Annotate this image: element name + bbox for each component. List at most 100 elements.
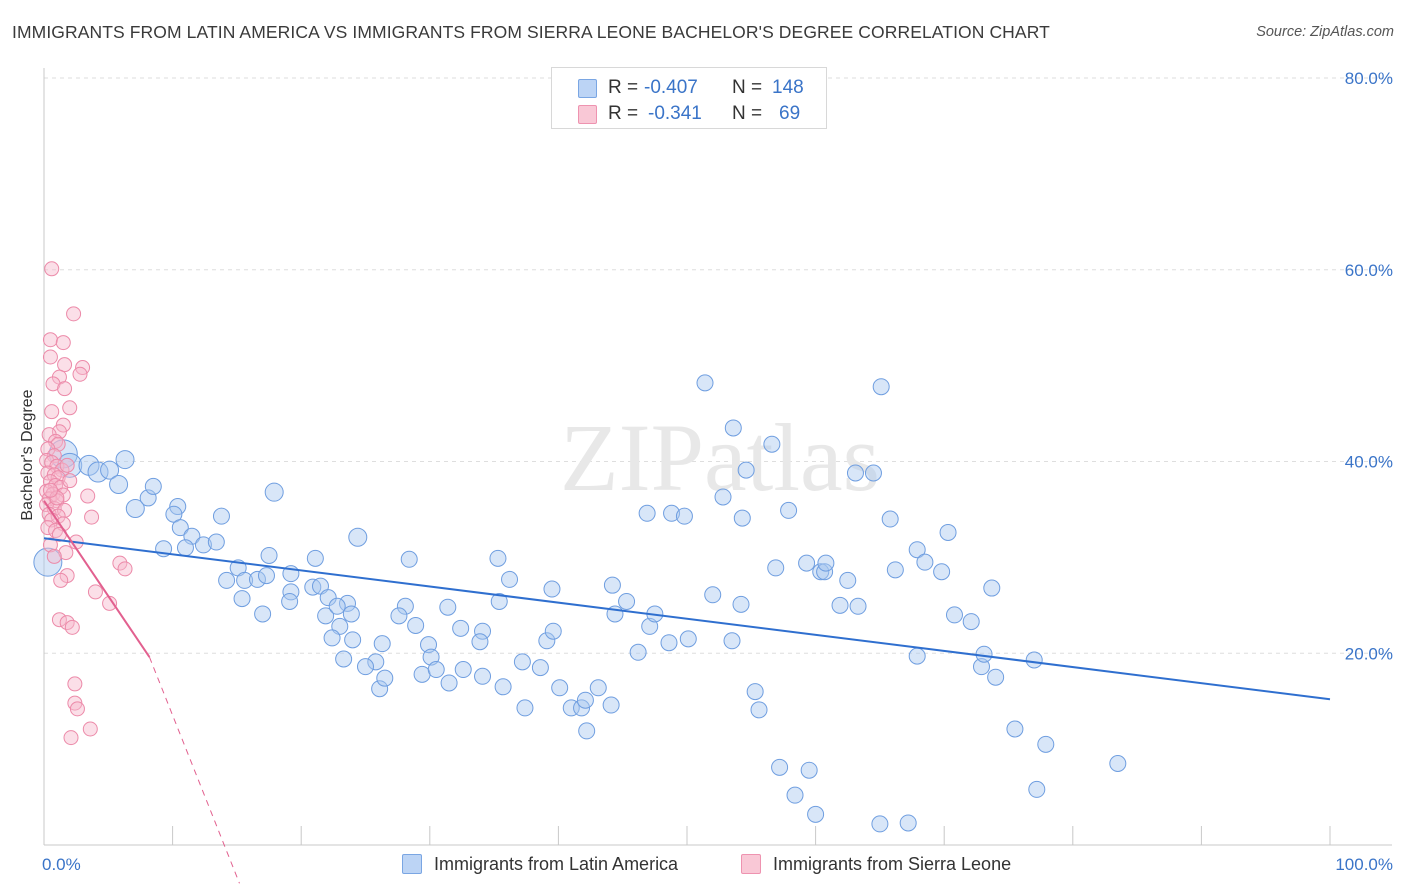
data-point-latin-america (516, 699, 534, 717)
data-point-latin-america (420, 636, 438, 654)
n-value: 69 (779, 103, 801, 124)
data-point-latin-america (531, 659, 549, 677)
data-point-sierra-leone (57, 381, 73, 397)
x-tick-label: 0.0% (42, 855, 81, 874)
data-point-latin-america (812, 563, 830, 581)
data-point-latin-america (427, 661, 445, 679)
data-point-latin-america (328, 597, 346, 615)
data-point-latin-america (800, 761, 818, 779)
data-point-latin-america (319, 589, 337, 607)
data-point-latin-america (945, 606, 963, 624)
data-point-latin-america (207, 533, 225, 551)
data-point-latin-america (679, 630, 697, 648)
data-point-sierra-leone (82, 721, 98, 737)
y-tick-label: 40.0% (1345, 453, 1393, 472)
data-point-latin-america (194, 536, 212, 554)
data-point-latin-america (439, 598, 457, 616)
data-point-latin-america (317, 607, 335, 625)
data-point-latin-america (109, 475, 129, 495)
data-point-latin-america (899, 814, 917, 832)
pink-swatch (741, 854, 761, 874)
data-point-latin-america (544, 622, 562, 640)
data-point-latin-america (881, 510, 899, 528)
data-point-sierra-leone (42, 349, 58, 365)
data-point-latin-america (254, 605, 272, 623)
data-point-latin-america (864, 464, 882, 482)
trendline-latin-america (43, 537, 1331, 701)
data-point-latin-america (886, 561, 904, 579)
n-label: N = (732, 103, 763, 124)
y-axis-title: Bachelor's Degree (19, 389, 36, 521)
data-point-latin-america (233, 590, 251, 608)
series-latin-america (33, 374, 1127, 833)
r-value: -0.341 (648, 103, 702, 124)
x-tick-labels: 0.0% 100.0% (42, 855, 1393, 874)
data-point-latin-america (494, 678, 512, 696)
data-point-latin-america (236, 571, 254, 589)
data-point-latin-america (100, 460, 120, 480)
pink-swatch (578, 104, 597, 124)
correlation-stats: R = -0.407 N = 148 R = -0.341 N = 69 (551, 67, 827, 129)
x-tick-label: 100.0% (1335, 855, 1393, 874)
data-point-latin-america (342, 605, 360, 623)
grid-lines (44, 77, 1392, 654)
data-point-latin-america (1028, 780, 1046, 798)
data-point-sierra-leone (112, 555, 128, 571)
data-point-latin-america (367, 653, 385, 671)
data-point-sierra-leone (44, 261, 60, 277)
data-point-latin-america (390, 607, 408, 625)
data-point-sierra-leone (117, 561, 133, 577)
legend-item-latin-america[interactable]: Immigrants from Latin America (402, 852, 678, 876)
data-point-latin-america (348, 527, 368, 547)
data-point-latin-america (817, 554, 835, 572)
data-point-sierra-leone (62, 473, 78, 489)
data-point-latin-america (440, 674, 458, 692)
data-point-latin-america (839, 571, 857, 589)
data-point-latin-america (724, 419, 742, 437)
axes (43, 68, 1392, 846)
data-point-latin-america (335, 650, 353, 668)
data-point-sierra-leone (87, 584, 103, 600)
y-tick-label: 60.0% (1345, 261, 1393, 280)
data-point-sierra-leone (80, 488, 96, 504)
data-point-latin-america (33, 547, 63, 577)
data-point-latin-america (115, 450, 135, 470)
data-point-latin-america (125, 498, 145, 518)
data-point-latin-america (660, 634, 678, 652)
data-point-latin-america (763, 435, 781, 453)
data-point-latin-america (908, 647, 926, 665)
blue-swatch (578, 78, 597, 98)
trendline-sierra-leone (43, 500, 151, 658)
data-point-latin-america (306, 549, 324, 567)
blue-swatch (402, 854, 422, 874)
data-point-sierra-leone (44, 404, 60, 420)
data-point-latin-america (618, 592, 636, 610)
data-point-sierra-leone (49, 490, 65, 506)
r-label: R = (608, 103, 639, 124)
data-point-latin-america (538, 632, 556, 650)
data-point-sierra-leone (62, 400, 78, 416)
data-point-latin-america (376, 669, 394, 687)
data-point-latin-america (1025, 651, 1043, 669)
data-point-latin-america (704, 586, 722, 604)
data-point-latin-america (603, 576, 621, 594)
data-point-latin-america (849, 597, 867, 615)
data-point-latin-america (513, 653, 531, 671)
series-sierra-leone (39, 261, 133, 746)
legend-item-sierra-leone[interactable]: Immigrants from Sierra Leone (741, 852, 1011, 876)
n-value: 148 (772, 77, 804, 98)
data-point-latin-america (171, 519, 189, 537)
watermark: ZIPatlas (560, 404, 880, 511)
r-value: -0.407 (644, 77, 698, 98)
data-point-latin-america (413, 665, 431, 683)
data-point-sierra-leone (58, 545, 74, 561)
data-point-latin-america (780, 501, 798, 519)
data-point-latin-america (248, 570, 266, 588)
data-point-latin-america (551, 679, 569, 697)
data-point-sierra-leone (57, 357, 73, 373)
data-point-latin-america (576, 691, 594, 709)
data-point-sierra-leone (59, 457, 75, 473)
data-point-latin-america (589, 679, 607, 697)
data-point-latin-america (489, 549, 507, 567)
